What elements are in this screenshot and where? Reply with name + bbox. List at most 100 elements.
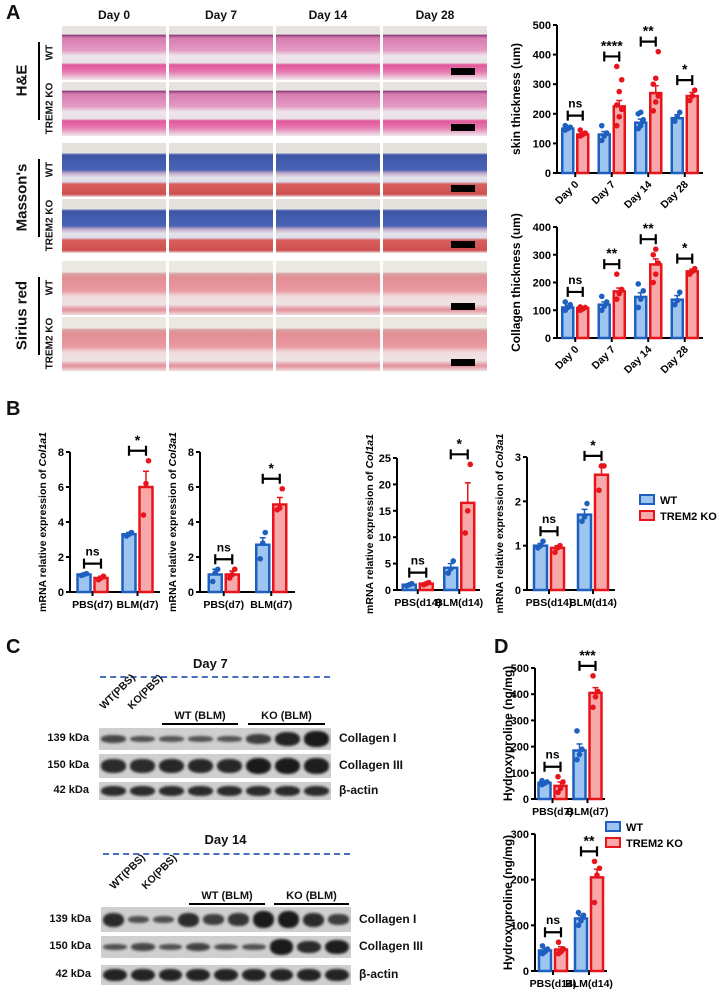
band bbox=[304, 731, 329, 747]
data-point bbox=[562, 122, 569, 129]
protein-label: Collagen III bbox=[339, 758, 404, 772]
data-point bbox=[691, 87, 698, 93]
x-tick-label: Day 14 bbox=[622, 179, 655, 212]
protein-label: β-actin bbox=[339, 783, 379, 797]
data-point bbox=[231, 566, 238, 573]
data-point bbox=[616, 113, 623, 120]
band bbox=[101, 785, 126, 797]
scale-bar bbox=[451, 68, 475, 75]
histology-image bbox=[276, 26, 380, 80]
band bbox=[304, 785, 329, 797]
band bbox=[130, 968, 155, 982]
data-point bbox=[574, 728, 580, 734]
panel-label-a: A bbox=[6, 2, 21, 24]
band bbox=[246, 734, 271, 744]
significance-bracket bbox=[603, 51, 621, 62]
band bbox=[159, 736, 184, 742]
y-tick-label: 200 bbox=[533, 109, 551, 121]
band bbox=[214, 968, 238, 982]
y-tick-label: 400 bbox=[511, 689, 529, 701]
divider bbox=[38, 277, 40, 355]
x-tick-label: PBS(d14) bbox=[394, 597, 441, 609]
histology-image bbox=[169, 317, 273, 371]
band bbox=[304, 758, 329, 774]
chart-b1: 0 2 4 6 8 mRNA relative expression of Col1a1 P… bbox=[37, 432, 160, 612]
data-point bbox=[584, 500, 590, 507]
y-axis-label: mRNA relative expression of Col3a1 bbox=[167, 432, 179, 612]
data-point bbox=[601, 463, 607, 469]
band bbox=[188, 758, 213, 774]
y-tick-label: 2 bbox=[188, 552, 194, 564]
bar-wt bbox=[561, 127, 575, 175]
data-point bbox=[262, 529, 269, 536]
molecular-weight-label: 150 kDa bbox=[49, 940, 91, 952]
chart-a2: 0 100 200 300 400 Collagen thickness (um) Day … bbox=[509, 213, 703, 376]
y-tick-label: 4 bbox=[58, 517, 65, 529]
data-point bbox=[464, 508, 471, 514]
group-label: WT (BLM) bbox=[162, 710, 238, 725]
data-point bbox=[575, 909, 582, 916]
column-header: Day 28 bbox=[415, 8, 455, 22]
data-point bbox=[598, 137, 605, 144]
data-point bbox=[640, 116, 647, 123]
data-point bbox=[539, 777, 545, 784]
y-axis-label: Hydroxyproline (ng/mg) bbox=[501, 835, 515, 970]
data-point bbox=[595, 688, 601, 695]
data-point bbox=[596, 865, 603, 872]
y-tick-label: 8 bbox=[188, 447, 194, 459]
y-tick-label: 2 bbox=[58, 552, 64, 564]
band bbox=[269, 939, 294, 955]
protein-label: Collagen III bbox=[359, 939, 424, 953]
histology-image bbox=[276, 261, 380, 315]
data-point bbox=[582, 130, 589, 136]
data-point bbox=[671, 118, 678, 124]
histology-image bbox=[383, 82, 487, 136]
x-tick-label: BLM(d7) bbox=[117, 599, 159, 611]
data-point bbox=[257, 555, 264, 562]
data-point bbox=[616, 290, 623, 297]
data-point bbox=[591, 858, 598, 865]
data-point bbox=[655, 48, 662, 55]
y-tick-label: 3 bbox=[515, 452, 521, 464]
bar-ko bbox=[685, 94, 699, 175]
legend-swatch-wt bbox=[639, 494, 655, 505]
band bbox=[241, 943, 266, 951]
y-axis-label: mRNA relative expression of Col1a1 bbox=[364, 434, 376, 614]
y-axis-label: mRNA relative expression of Col3a1 bbox=[494, 433, 506, 613]
significance-bracket bbox=[566, 110, 584, 121]
data-point bbox=[209, 578, 216, 585]
bar-ko bbox=[576, 133, 590, 175]
y-tick-label: 300 bbox=[511, 829, 529, 841]
blot-title: Day 7 bbox=[193, 656, 228, 671]
data-point bbox=[674, 113, 681, 120]
data-point bbox=[613, 102, 620, 108]
y-tick-label: 100 bbox=[533, 138, 551, 150]
histology-image bbox=[169, 26, 273, 80]
significance-bracket bbox=[214, 554, 234, 565]
data-point bbox=[613, 122, 620, 129]
significance-label: ** bbox=[584, 832, 595, 848]
data-point bbox=[575, 922, 582, 929]
band bbox=[128, 916, 149, 923]
data-point bbox=[450, 558, 457, 564]
histology-image bbox=[383, 261, 487, 315]
molecular-weight-label: 139 kDa bbox=[49, 912, 91, 925]
dashed-line bbox=[100, 676, 330, 678]
x-tick-label: BLM(d14) bbox=[435, 597, 483, 609]
band bbox=[103, 912, 124, 927]
y-tick-label: 100 bbox=[511, 920, 529, 932]
band bbox=[158, 943, 183, 951]
x-tick-label: PBS(d7) bbox=[532, 806, 573, 818]
significance-bracket bbox=[583, 450, 603, 461]
legend-label-wt: WT bbox=[660, 495, 677, 507]
band bbox=[130, 759, 155, 773]
blot-strip bbox=[101, 907, 351, 932]
y-tick-label: 2 bbox=[515, 496, 521, 508]
dashed-line bbox=[103, 853, 350, 855]
histology-image bbox=[169, 143, 273, 197]
data-point bbox=[467, 461, 474, 468]
legend: WT TREM2 KO bbox=[605, 821, 683, 850]
divider bbox=[38, 159, 40, 237]
significance-label: * bbox=[269, 460, 275, 476]
